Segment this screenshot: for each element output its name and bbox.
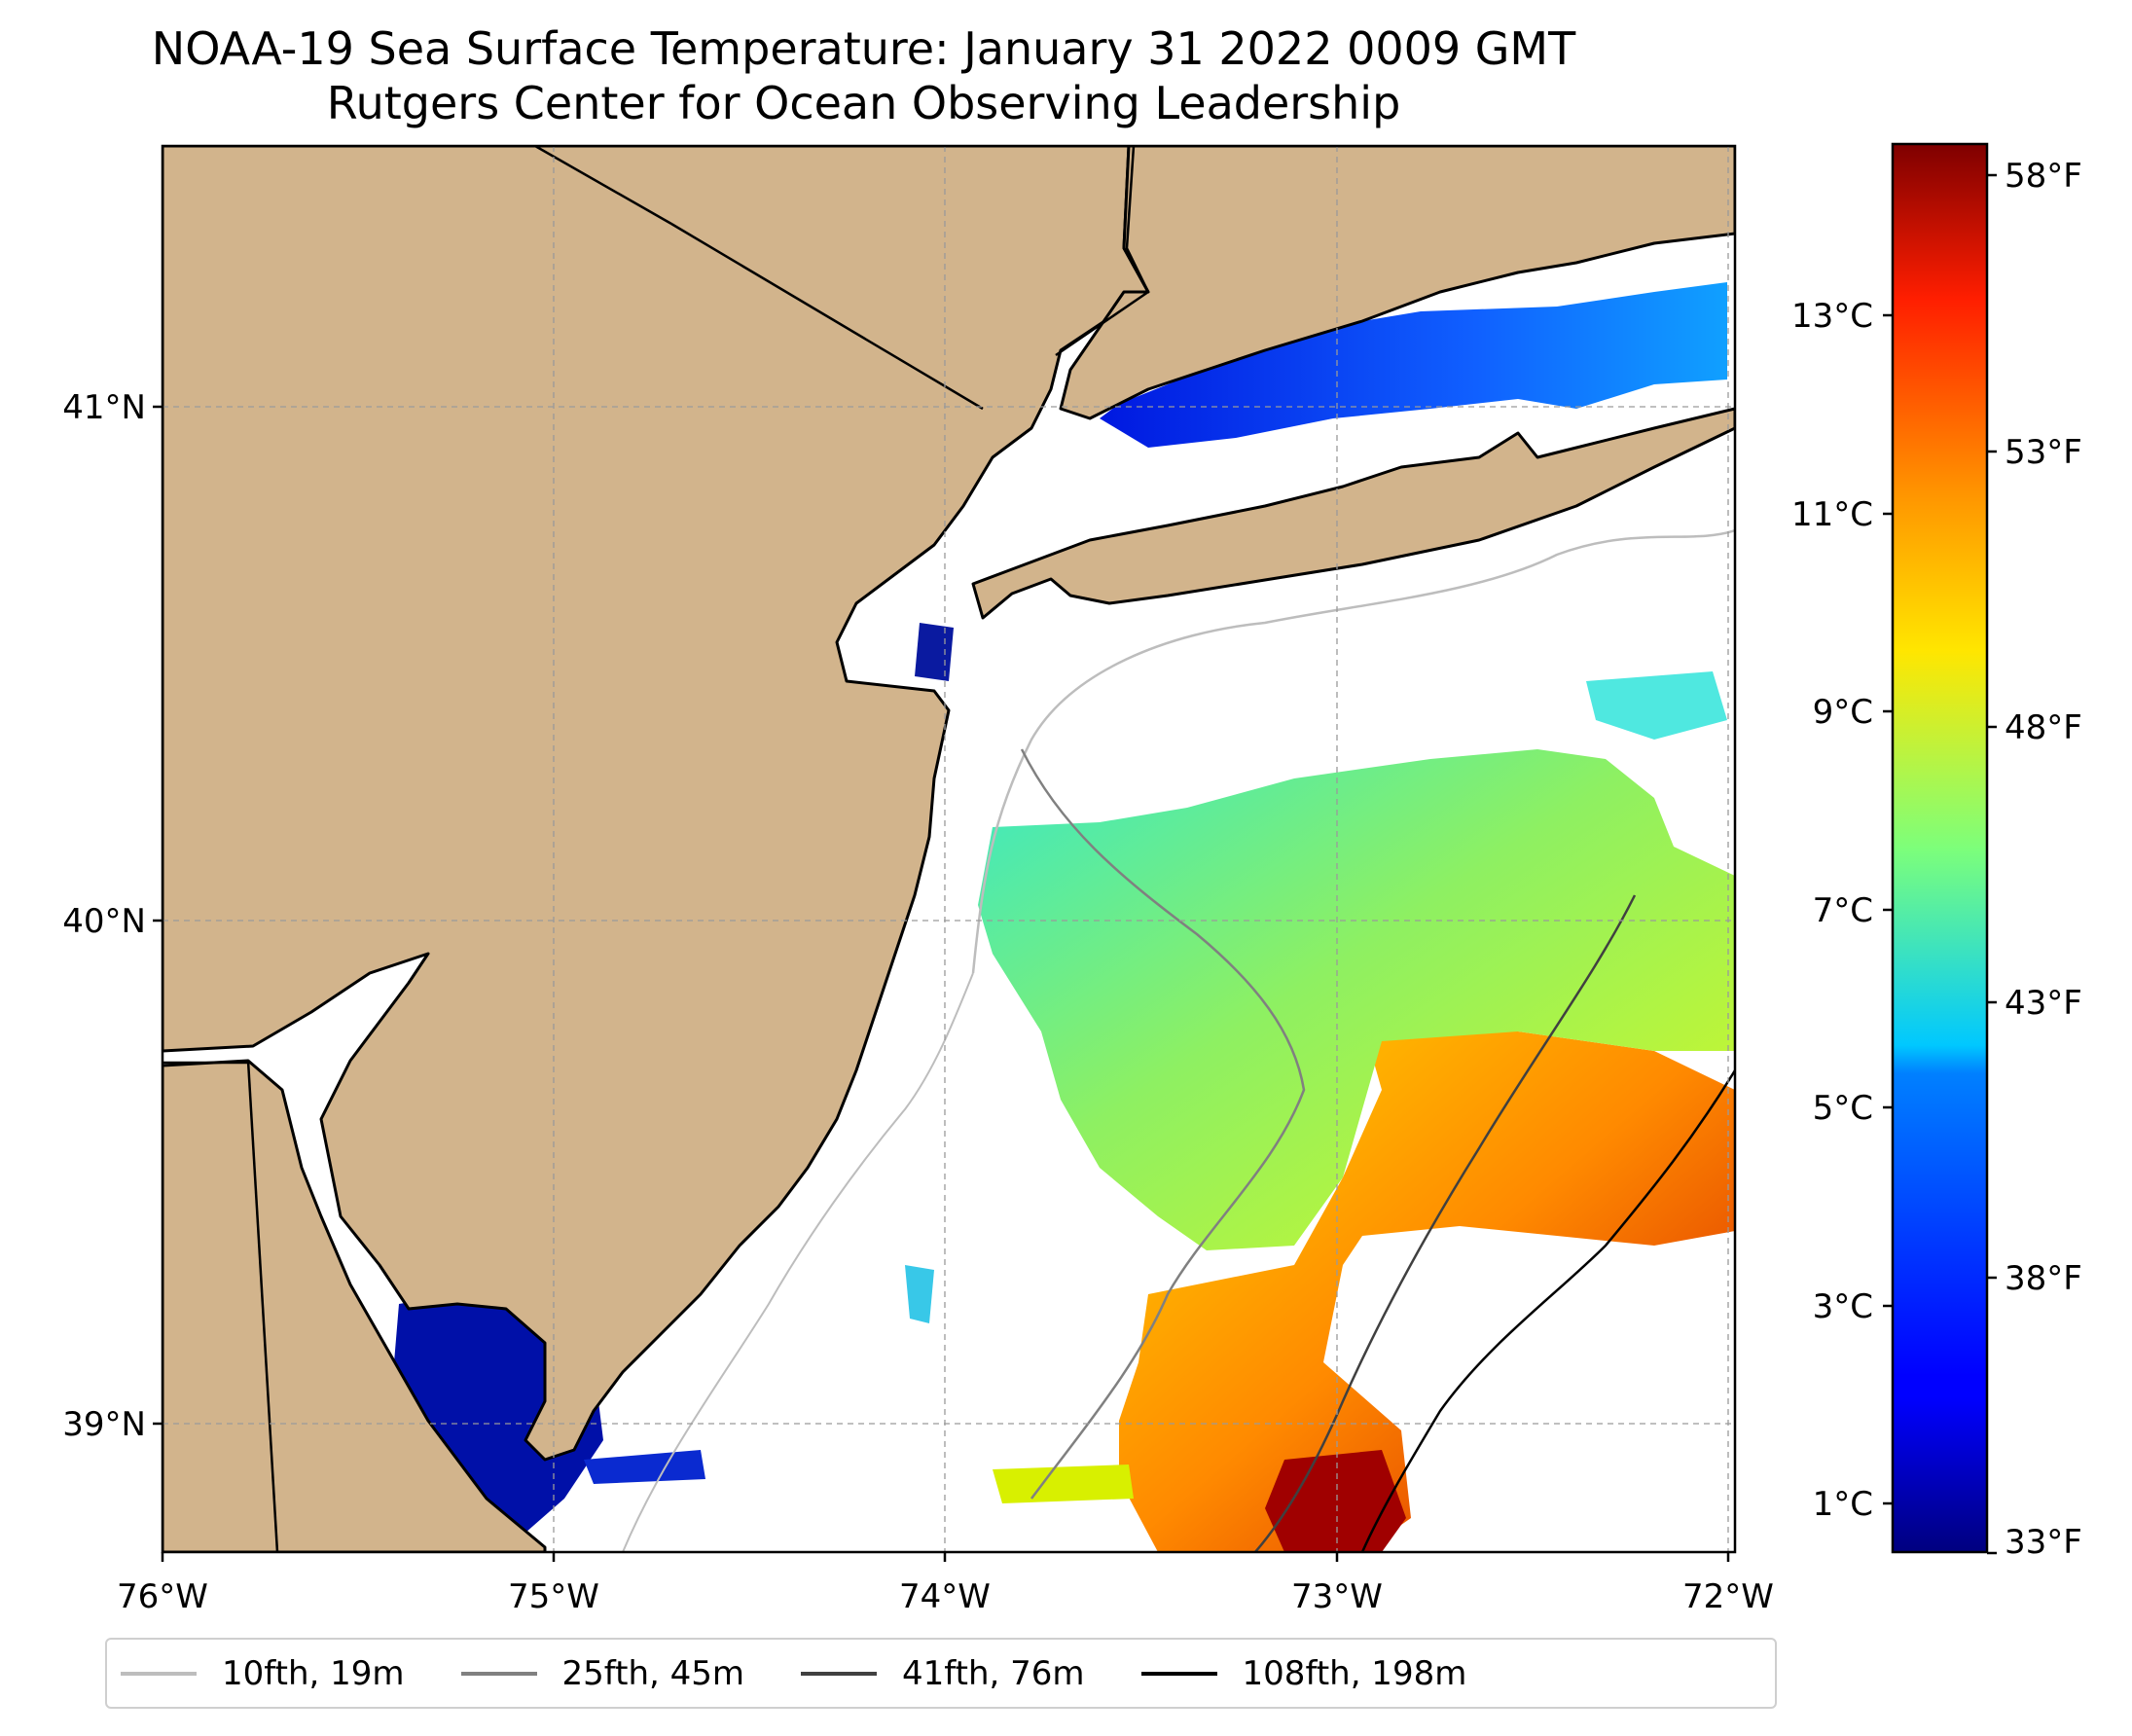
sst-delaware-mouth-blue — [584, 1450, 705, 1484]
celsius-tick-13: 13°C — [1791, 297, 1873, 336]
map-border — [161, 144, 1737, 1554]
lat-tick-41n: 41°N — [62, 388, 146, 427]
contour-19m-south — [622, 972, 974, 1552]
celsius-tick-5: 5°C — [1813, 1089, 1873, 1128]
legend-item-10fth: 10fth, 19m — [121, 1654, 405, 1693]
fahrenheit-tick-58: 58°F — [2005, 157, 2082, 196]
map-title: NOAA-19 Sea Surface Temperature: January… — [0, 21, 1727, 130]
legend-item-41fth: 41fth, 76m — [801, 1654, 1085, 1693]
lon-tick-75w: 75°W — [508, 1577, 599, 1616]
celsius-tick-3: 3°C — [1813, 1287, 1873, 1326]
sst-cool-region — [978, 749, 1735, 1250]
colorbar: 13°C 11°C 9°C 7°C 5°C 3°C 1°C 58°F 53°F … — [1791, 142, 2082, 1562]
contour-198m — [1360, 1069, 1735, 1552]
gridlines — [163, 146, 1735, 1552]
celsius-tick-7: 7°C — [1813, 891, 1873, 930]
legend-line-25fth — [460, 1671, 537, 1676]
fahrenheit-tick-marks — [1987, 173, 1997, 1555]
fahrenheit-tick-53: 53°F — [2005, 433, 2082, 472]
contour-legend: 10fth, 19m 25fth, 45m 41fth, 76m 108fth,… — [105, 1638, 1777, 1709]
boundary-pa-nj-north — [534, 146, 672, 226]
boundary-ny-ct — [1055, 146, 1150, 357]
legend-item-108fth: 108fth, 198m — [1140, 1653, 1467, 1693]
sst-warm-region — [1119, 1022, 1735, 1552]
bathymetry-contours — [622, 528, 1735, 1552]
colorbar-gradient — [1891, 142, 1989, 1554]
celsius-tick-marks — [1883, 313, 1893, 1505]
land-layer — [163, 146, 1735, 1552]
celsius-tick-9: 9°C — [1813, 693, 1873, 732]
land-long-island — [971, 407, 1735, 620]
legend-item-25fth: 25fth, 45m — [460, 1653, 745, 1693]
title-line-2: Rutgers Center for Ocean Observing Leade… — [326, 77, 1401, 129]
land-nj-pa-mainland — [163, 146, 1150, 1462]
sst-southern-strip — [993, 1465, 1134, 1503]
legend-label-41fth: 41fth, 76m — [902, 1653, 1085, 1693]
fahrenheit-tick-33: 33°F — [2005, 1523, 2082, 1562]
map-ticks — [153, 405, 1730, 1562]
celsius-tick-11: 11°C — [1791, 495, 1873, 534]
boundary-de-md — [246, 1060, 279, 1552]
sst-ny-bight-patch — [915, 623, 954, 681]
sst-small-cyan — [905, 1265, 934, 1323]
contour-76m — [1254, 894, 1637, 1552]
legend-label-10fth: 10fth, 19m — [222, 1653, 405, 1693]
sst-cool-east — [1586, 671, 1727, 740]
lat-tick-39n: 39°N — [62, 1405, 146, 1444]
celsius-tick-1: 1°C — [1813, 1485, 1873, 1524]
lat-tick-40n: 40°N — [62, 902, 146, 941]
legend-line-108fth — [1140, 1671, 1217, 1676]
contour-45m — [1020, 748, 1306, 1500]
legend-line-10fth — [121, 1671, 197, 1676]
map-content — [163, 146, 1735, 1552]
fahrenheit-tick-48: 48°F — [2005, 708, 2082, 747]
lon-tick-72w: 72°W — [1682, 1577, 1774, 1616]
legend-line-41fth — [801, 1671, 878, 1676]
sst-hot-spot — [1265, 1450, 1406, 1552]
land-connecticut — [1059, 146, 1735, 420]
boundary-ny-nj — [670, 222, 984, 411]
fahrenheit-tick-43: 43°F — [2005, 984, 2082, 1023]
lon-tick-73w: 73°W — [1291, 1577, 1383, 1616]
state-boundaries — [163, 146, 1150, 1552]
land-delmarva — [163, 1059, 547, 1552]
legend-label-25fth: 25fth, 45m — [561, 1653, 745, 1693]
lon-tick-74w: 74°W — [899, 1577, 991, 1616]
contour-19m — [971, 528, 1735, 974]
fahrenheit-tick-38: 38°F — [2005, 1259, 2082, 1298]
title-line-1: NOAA-19 Sea Surface Temperature: January… — [151, 22, 1576, 75]
legend-label-108fth: 108fth, 198m — [1242, 1653, 1467, 1693]
lon-tick-76w: 76°W — [117, 1577, 208, 1616]
